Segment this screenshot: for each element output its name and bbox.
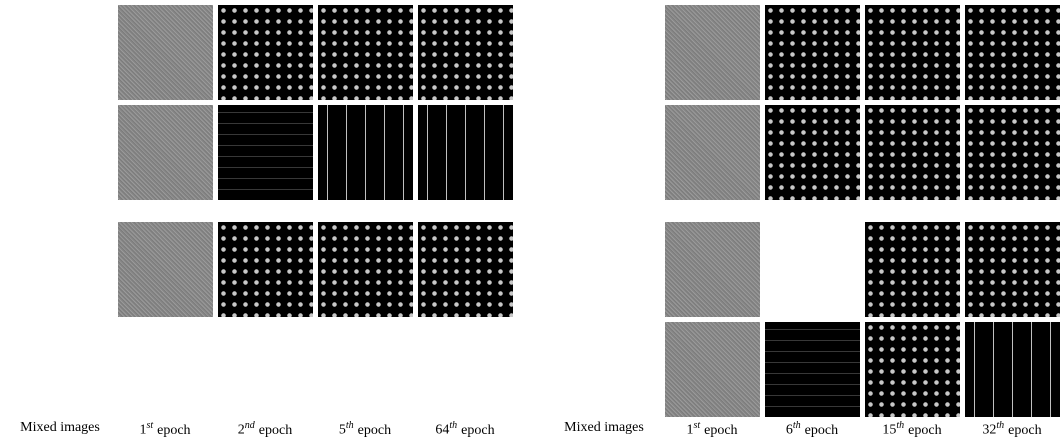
caption-number: 5	[339, 423, 346, 438]
epoch-image	[865, 222, 960, 317]
epoch-image	[218, 222, 313, 317]
caption-suffix: th	[793, 420, 801, 431]
mixed-image	[549, 278, 659, 388]
caption-number: 64	[435, 423, 449, 438]
caption-number: 32	[982, 423, 996, 438]
epoch-image	[865, 322, 960, 417]
epoch-image	[418, 322, 513, 417]
epoch-image	[318, 105, 413, 200]
epoch-image	[318, 222, 413, 317]
epoch-image	[765, 322, 860, 417]
epoch-image	[118, 322, 213, 417]
epoch-image	[965, 322, 1060, 417]
epoch-image	[118, 105, 213, 200]
epoch-image	[665, 5, 760, 100]
epoch-image	[318, 5, 413, 100]
caption-suffix: th	[896, 420, 904, 431]
caption-word: epoch	[461, 423, 494, 438]
caption-suffix: th	[449, 420, 457, 431]
caption-suffix: st	[146, 420, 153, 431]
caption-suffix: st	[693, 420, 700, 431]
caption-word: epoch	[358, 423, 391, 438]
caption-word: epoch	[157, 423, 190, 438]
epoch-image	[418, 222, 513, 317]
epoch-image	[218, 5, 313, 100]
epoch-image	[765, 222, 860, 317]
epoch-image	[865, 5, 960, 100]
epoch-image	[218, 322, 313, 417]
epoch-image	[965, 222, 1060, 317]
epoch-image	[765, 5, 860, 100]
epoch-image	[418, 5, 513, 100]
epoch-image	[965, 5, 1060, 100]
caption-word: epoch	[805, 423, 838, 438]
caption-word: epoch	[259, 423, 292, 438]
epoch-image	[665, 105, 760, 200]
caption-suffix: nd	[245, 420, 255, 431]
caption-word: epoch	[908, 423, 941, 438]
caption-number: 15	[882, 423, 896, 438]
epoch-image	[118, 222, 213, 317]
epoch-image	[665, 322, 760, 417]
caption-number: 6	[786, 423, 793, 438]
epoch-image	[118, 5, 213, 100]
epoch-image	[218, 105, 313, 200]
epoch-image	[965, 105, 1060, 200]
caption: Mixed images	[5, 420, 115, 436]
epoch-image	[418, 105, 513, 200]
caption-number: 2	[238, 423, 245, 438]
epoch-image	[765, 105, 860, 200]
mixed-image	[5, 280, 115, 390]
epoch-image	[665, 222, 760, 317]
caption-suffix: th	[996, 420, 1004, 431]
caption-suffix: th	[346, 420, 354, 431]
epoch-image	[865, 105, 960, 200]
figure: Mixed images1stepoch2ndepoch5thepoch64th…	[0, 0, 1063, 440]
caption-word: epoch	[704, 423, 737, 438]
caption: Mixed images	[549, 420, 659, 436]
mixed-image	[549, 60, 659, 170]
mixed-image	[5, 62, 115, 172]
epoch-image	[318, 322, 413, 417]
caption-word: epoch	[1008, 423, 1041, 438]
